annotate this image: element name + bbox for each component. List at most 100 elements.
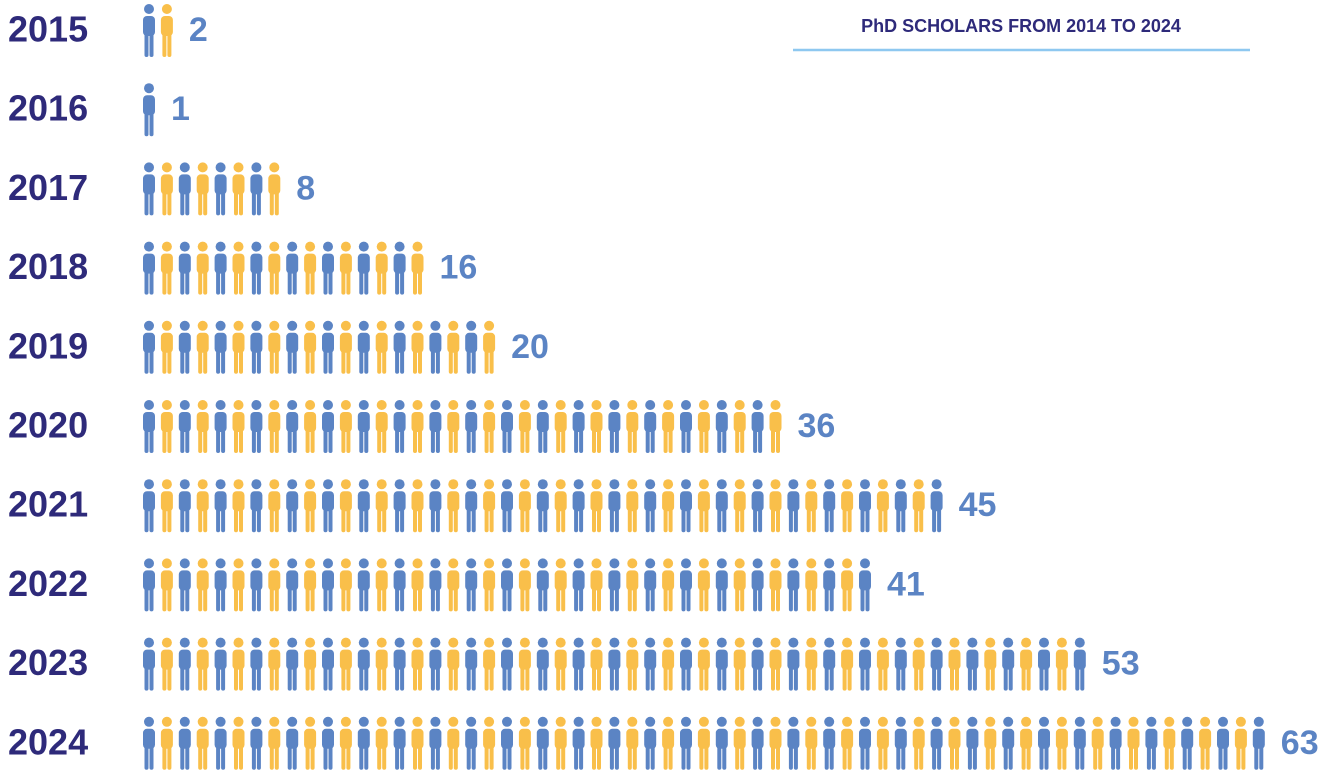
icon-body [322,332,334,353]
person-icon [304,479,317,533]
person-icon [715,558,728,612]
icon-head [788,479,799,490]
icon-leg [753,745,758,770]
person-icon [733,479,746,533]
icon-head [663,400,674,410]
icon-leg [274,745,279,770]
icon-leg [221,587,226,612]
icon-body [769,412,782,432]
icon-leg [144,270,149,295]
icon-head [412,716,423,727]
person-icon [608,558,621,612]
person-icon [536,558,549,612]
icon-leg [216,429,221,453]
icon-body [393,570,406,591]
icon-head [251,320,262,331]
icon-leg [269,745,274,770]
icon-body [411,253,424,274]
icon-leg [162,429,167,453]
pictogram-row [143,479,943,533]
icon-leg [251,270,256,295]
icon-body [823,649,836,670]
icon-leg [860,508,865,533]
icon-leg [162,33,167,57]
icon-leg [144,33,149,57]
person-icon [232,162,245,216]
icon-leg [865,587,870,612]
icon-body [680,412,692,432]
icon-head [681,716,691,727]
icon-head [698,400,709,410]
icon-leg [400,429,405,453]
icon-leg [323,508,328,533]
icon-leg [704,745,709,770]
icon-leg [413,745,417,770]
icon-head [287,241,298,252]
icon-leg [180,666,185,691]
icon-leg [592,666,596,691]
icon-head [967,637,978,648]
icon-head [251,241,262,252]
icon-leg [919,666,924,691]
icon-body [912,728,925,749]
icon-leg [896,508,901,533]
icon-leg [234,191,238,216]
icon-leg [614,508,619,533]
icon-leg [364,270,369,295]
icon-leg [484,349,489,374]
icon-body [178,570,191,591]
icon-leg [346,429,351,453]
person-icon [930,637,943,691]
icon-head [734,637,745,648]
icon-head [269,637,280,648]
icon-body [572,491,585,512]
icon-leg [466,349,471,374]
icon-head [269,320,280,331]
icon-body [966,728,979,749]
icon-leg [292,508,297,533]
icon-body [196,174,209,195]
icon-body [286,332,299,353]
icon-leg [650,508,655,533]
icon-body [769,649,782,670]
person-icon [644,558,657,612]
icon-leg [144,429,149,453]
icon-leg [328,745,333,770]
icon-body [572,649,585,670]
person-icon [143,637,155,691]
icon-body [769,570,782,591]
icon-leg [668,666,673,691]
icon-leg [520,587,525,612]
icon-body [751,570,764,591]
icon-body [1163,728,1176,749]
icon-head [215,162,226,173]
icon-leg [722,587,727,612]
icon-body [697,570,710,591]
icon-leg [471,587,476,612]
icon-body [751,728,764,749]
icon-leg [663,745,668,770]
person-icon [160,716,173,770]
icon-leg [609,745,614,770]
icon-leg [256,745,261,770]
icon-leg [256,349,261,374]
icon-body [751,412,764,432]
icon-body [483,332,496,353]
person-icon [912,479,925,533]
icon-leg [502,745,507,770]
icon-leg [221,270,226,295]
person-icon [339,400,352,453]
person-icon [178,479,191,533]
icon-head [502,479,512,490]
icon-leg [430,429,435,453]
person-icon [483,637,496,691]
icon-head [215,479,226,490]
icon-leg [167,666,172,691]
icon-body [375,253,388,274]
icon-leg [149,33,154,57]
icon-leg [149,112,154,137]
icon-head [305,479,316,490]
icon-head [484,558,495,569]
icon-head [877,716,888,727]
person-icon [250,162,263,216]
